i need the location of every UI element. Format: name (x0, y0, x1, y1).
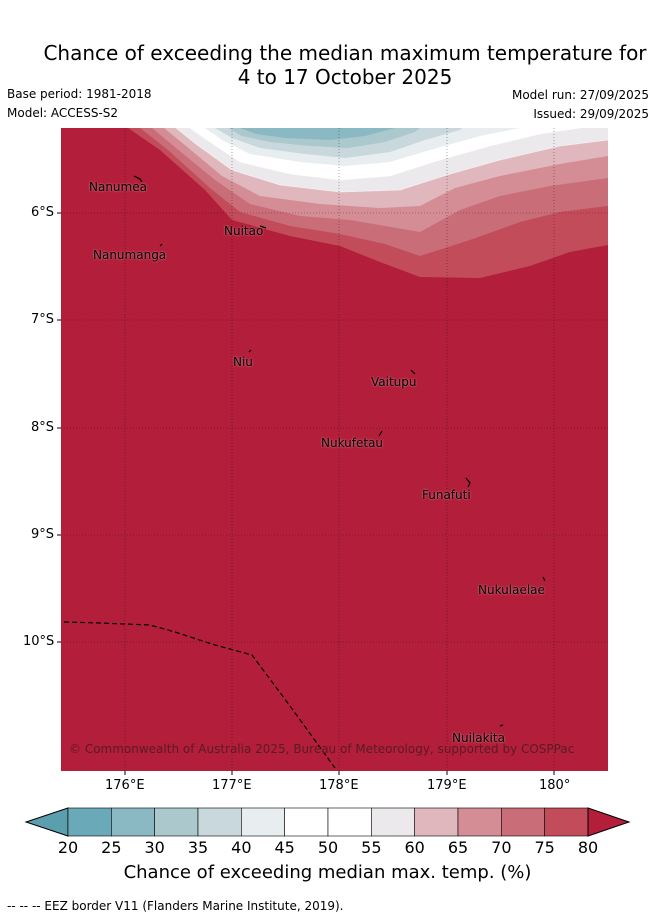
colorbar-segment-20 (67, 807, 112, 837)
colorbar-label-55: 55 (361, 838, 382, 857)
eez-legend: -- -- -- EEZ border V11 (Flanders Marine… (7, 899, 344, 913)
colorbar-segment-70 (501, 807, 545, 837)
island-label-nukulaelae: Nukulaelae (478, 583, 545, 597)
colorbar-segment-25 (111, 807, 155, 837)
lon-tick-179: 179°E (427, 778, 467, 793)
lat-tick-6s: 6°S (31, 205, 55, 220)
colorbar (24, 807, 631, 837)
colorbar-label-30: 30 (144, 838, 165, 857)
issued-date: Issued: 29/09/2025 (533, 107, 649, 121)
colorbar-segment-65 (457, 807, 502, 837)
probability-contours (61, 128, 608, 771)
island-label-vaitupu: Vaitupu (371, 375, 417, 389)
colorbar-label-25: 25 (101, 838, 122, 857)
colorbar-segment-55 (371, 807, 415, 837)
colorbar-segment-35 (197, 807, 242, 837)
colorbar-label-20: 20 (57, 838, 79, 857)
contour-25 (240, 128, 395, 140)
colorbar-segment-50 (327, 807, 372, 837)
colorbar-segment-75 (544, 807, 589, 837)
colorbar-label-60: 60 (404, 838, 425, 857)
island-label-nanumea: Nanumea (89, 180, 147, 194)
lon-tick-178: 178°E (319, 778, 359, 793)
lat-tick-9s: 9°S (31, 527, 55, 542)
lat-tick-7s: 7°S (31, 312, 55, 327)
base-period: Base period: 1981-2018 (7, 87, 152, 101)
island-label-niu: Niu (233, 355, 253, 369)
lon-tick-180: 180° (539, 778, 571, 793)
axis-ticks (57, 212, 555, 775)
eez-border (63, 621, 336, 769)
graticule (61, 128, 608, 771)
colorbar-label-80: 80 (577, 838, 599, 857)
colorbar-extension-high (587, 807, 631, 837)
copyright-notice: © Commonwealth of Australia 2025, Bureau… (69, 742, 575, 756)
colorbar-label-35: 35 (187, 838, 209, 857)
colorbar-segment-30 (154, 807, 199, 837)
colorbar-segment-45 (284, 807, 329, 837)
chart-title-line2: 4 to 17 October 2025 (237, 65, 453, 89)
colorbar-label-40: 40 (231, 838, 252, 857)
island-label-nanumanga: Nanumanga (93, 248, 167, 262)
lon-tick-176: 176°E (105, 778, 145, 793)
lon-tick-177: 177°E (212, 778, 252, 793)
island-label-nuitao: Nuitao (224, 224, 264, 238)
island-label-nuilakita: Nuilakita (452, 731, 505, 745)
chart-title-line1: Chance of exceeding the median maximum t… (43, 41, 647, 65)
lat-tick-10s: 10°S (23, 634, 55, 649)
island-label-nukufetau: Nukufetau (321, 436, 384, 450)
colorbar-title: Chance of exceeding median max. temp. (%… (123, 862, 532, 883)
island-shapes (133, 175, 546, 727)
colorbar-label-75: 75 (534, 838, 555, 857)
lat-tick-8s: 8°S (31, 420, 55, 435)
colorbar-label-70: 70 (491, 838, 512, 857)
colorbar-label-45: 45 (274, 838, 295, 857)
model-name: Model: ACCESS-S2 (7, 106, 119, 120)
island-label-funafuti: Funafuti (422, 488, 471, 502)
model-run: Model run: 27/09/2025 (511, 88, 649, 102)
colorbar-label-50: 50 (317, 838, 339, 857)
colorbar-segment-40 (241, 807, 285, 837)
colorbar-label-65: 65 (447, 838, 469, 857)
colorbar-extension-low (24, 807, 69, 837)
colorbar-segment-60 (414, 807, 459, 837)
